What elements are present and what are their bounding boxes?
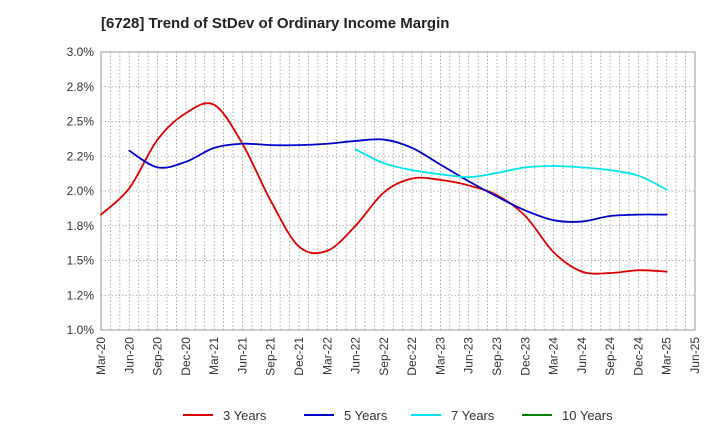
y-tick-label: 2.8% (67, 80, 95, 94)
x-tick-label: Sep-22 (377, 337, 391, 376)
y-axis: 1.0% 1.2% 1.5% 1.8% 2.0% 2.2% 2.5% 2.8% 3.0% (67, 45, 95, 337)
x-tick-label: Dec-20 (179, 337, 193, 376)
y-tick-label: 1.8% (67, 219, 95, 233)
y-tick-label: 2.0% (67, 184, 95, 198)
x-tick-label: Jun-24 (575, 337, 589, 374)
series-lines (100, 102, 668, 275)
x-tick-label: Dec-22 (405, 337, 419, 376)
legend-label-10-years: 10 Years (562, 408, 613, 423)
x-tick-label: Jun-21 (235, 337, 249, 374)
x-tick-label: Jun-20 (122, 337, 136, 374)
x-tick-label: Sep-21 (264, 337, 278, 376)
legend: 3 Years 5 Years 7 Years 10 Years (183, 408, 613, 423)
x-tick-label: Dec-21 (292, 337, 306, 376)
chart-title: [6728] Trend of StDev of Ordinary Income… (101, 15, 450, 32)
series-line-7-years (354, 148, 668, 191)
y-tick-label: 1.2% (67, 288, 95, 302)
y-tick-label: 1.0% (67, 323, 95, 337)
y-tick-label: 2.2% (67, 149, 95, 163)
grid (101, 52, 695, 330)
legend-label-5-years: 5 Years (344, 408, 388, 423)
x-tick-label: Dec-24 (631, 337, 645, 376)
x-tick-label: Mar-24 (547, 337, 561, 375)
x-axis: Mar-20 Jun-20 Sep-20 Dec-20 Mar-21 Jun-21 Sep-… (94, 337, 702, 376)
legend-label-3-years: 3 Years (223, 408, 267, 423)
y-tick-label: 3.0% (67, 45, 95, 59)
x-tick-label: Jun-22 (349, 337, 363, 374)
x-tick-label: Mar-25 (660, 337, 674, 375)
y-tick-label: 1.5% (67, 254, 95, 268)
series-line-3-years (100, 102, 668, 275)
x-tick-label: Jun-23 (462, 337, 476, 374)
series-line-5-years (128, 138, 668, 223)
x-tick-label: Dec-23 (518, 337, 532, 376)
x-tick-label: Mar-20 (94, 337, 108, 375)
x-tick-label: Mar-22 (320, 337, 334, 375)
legend-label-7-years: 7 Years (451, 408, 495, 423)
x-tick-label: Mar-23 (433, 337, 447, 375)
y-tick-label: 2.5% (67, 115, 95, 129)
plot-border (100, 51, 696, 331)
x-tick-label: Jun-25 (688, 337, 702, 374)
x-tick-label: Sep-23 (490, 337, 504, 376)
x-tick-label: Sep-24 (603, 337, 617, 376)
x-tick-label: Mar-21 (207, 337, 221, 375)
x-tick-label: Sep-20 (151, 337, 165, 376)
